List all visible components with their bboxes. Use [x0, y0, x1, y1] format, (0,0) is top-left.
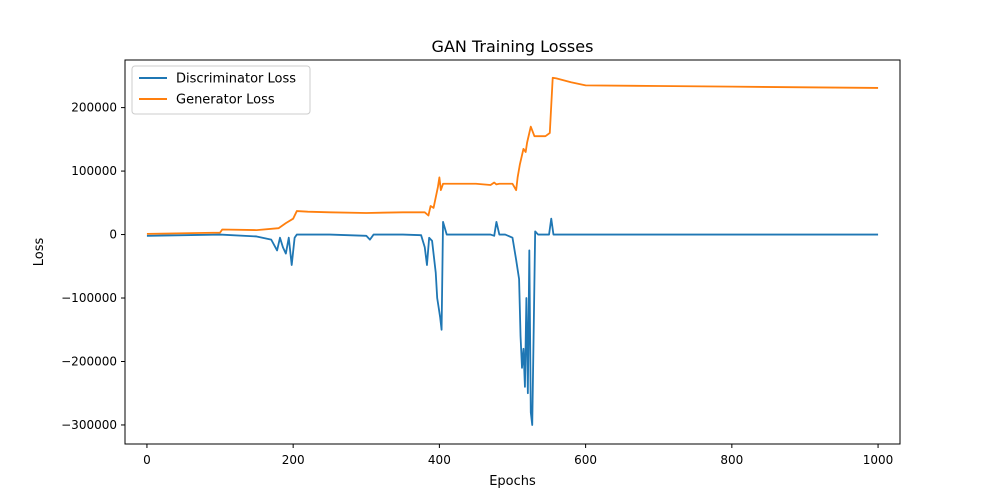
y-tick-label: −200000 [61, 354, 117, 368]
y-axis-ticks: −300000 −200000 −100000 0 100000 200000 [61, 101, 125, 432]
y-axis-label: Loss [32, 238, 47, 267]
x-tick-label: 400 [428, 453, 451, 467]
x-tick-label: 0 [143, 453, 151, 467]
generator-loss-line [146, 76, 879, 235]
legend-box [131, 65, 311, 115]
y-tick-label: 0 [109, 228, 117, 242]
x-tick-label: 600 [574, 453, 597, 467]
chart-title: GAN Training Losses [432, 37, 594, 56]
discriminator-loss-line [146, 217, 879, 426]
x-tick-label: 200 [282, 453, 305, 467]
legend-label-discriminator: Discriminator Loss [176, 72, 296, 87]
y-tick-label: −300000 [61, 418, 117, 432]
x-tick-label: 1000 [863, 453, 894, 467]
x-tick-label: 800 [720, 453, 743, 467]
legend: Discriminator Loss Generator Loss [131, 65, 311, 115]
series-lines [146, 76, 879, 426]
legend-label-generator: Generator Loss [176, 93, 275, 108]
plot-frame [124, 59, 901, 445]
y-tick-label: 100000 [71, 164, 117, 178]
y-tick-label: 200000 [71, 101, 117, 115]
x-axis-ticks: 0 200 400 600 800 1000 [143, 444, 893, 467]
plot-area [125, 60, 900, 444]
x-axis-label: Epochs [489, 474, 536, 489]
y-tick-label: −100000 [61, 291, 117, 305]
